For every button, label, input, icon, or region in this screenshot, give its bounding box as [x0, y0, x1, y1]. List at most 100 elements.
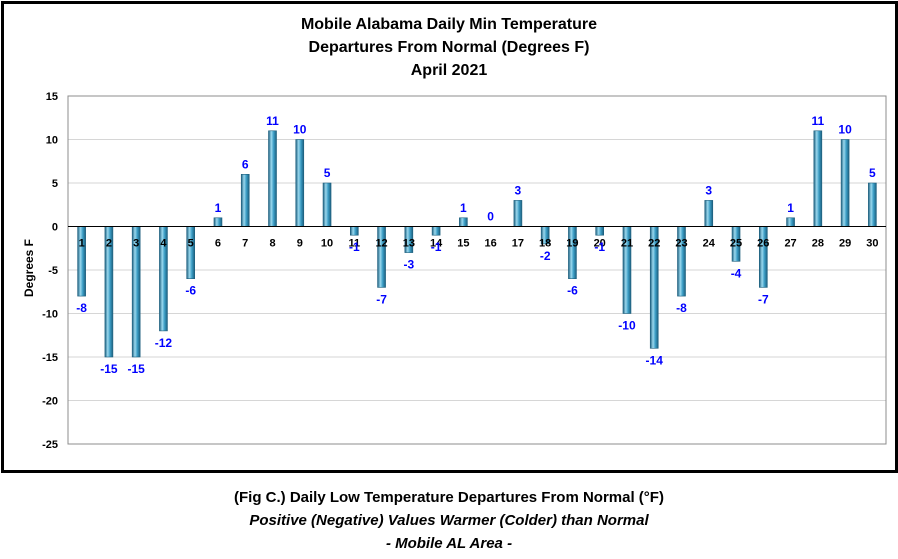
- figure-caption-note: Positive (Negative) Values Warmer (Colde…: [249, 512, 649, 529]
- data-label: -6: [185, 284, 196, 298]
- bar: [513, 200, 523, 227]
- data-label: -8: [676, 301, 687, 315]
- data-label: 3: [515, 183, 522, 197]
- chart-frame: [1, 1, 898, 473]
- y-tick-label: 15: [46, 91, 58, 103]
- data-label: -12: [155, 336, 173, 350]
- chart-title-line: Departures From Normal (Degrees F): [309, 39, 590, 56]
- bar: [840, 139, 850, 227]
- figure-caption-area: - Mobile AL Area -: [385, 535, 513, 552]
- x-tick-label: 12: [375, 238, 387, 250]
- x-tick-label: 22: [648, 238, 660, 250]
- x-tick-label: 13: [403, 238, 415, 250]
- data-label: -1: [349, 240, 360, 254]
- bar: [377, 226, 386, 288]
- data-label: -3: [403, 258, 414, 272]
- x-tick-label: 2: [106, 238, 112, 250]
- bar: [868, 182, 877, 227]
- data-label: 5: [324, 166, 331, 180]
- chart-svg: Mobile Alabama Daily Min Temperature Depa…: [22, 16, 887, 451]
- bar: [322, 182, 332, 227]
- x-tick-label: 5: [188, 238, 194, 250]
- y-tick-label: -20: [42, 396, 58, 408]
- bar: [595, 226, 605, 236]
- plot-area: [67, 95, 887, 445]
- x-tick-label: 7: [242, 238, 248, 250]
- y-axis-ticks: 15 10 5 0 -5 -10 -15 -20 -25: [42, 91, 58, 451]
- x-tick-label: 16: [485, 238, 497, 250]
- y-tick-label: -5: [48, 265, 58, 277]
- data-label: 5: [869, 166, 876, 180]
- bar: [431, 226, 441, 236]
- y-tick-label: -10: [42, 309, 58, 321]
- bar: [459, 217, 468, 227]
- data-label: 6: [242, 157, 249, 171]
- chart-title-line: April 2021: [411, 62, 488, 79]
- data-label: 1: [460, 201, 467, 215]
- bar: [786, 217, 795, 227]
- data-label: 11: [266, 114, 279, 128]
- data-label: -15: [127, 362, 145, 376]
- x-tick-label: 23: [675, 238, 687, 250]
- x-tick-label: 29: [839, 238, 851, 250]
- bar: [813, 130, 823, 227]
- data-label: 3: [705, 183, 712, 197]
- data-label: -7: [758, 292, 769, 306]
- x-tick-label: 19: [566, 238, 578, 250]
- x-tick-label: 15: [457, 238, 469, 250]
- x-axis-ticks: 1 2 3 4 5 6 7 8 9 10 11 12 13 14 15 16 17 18 19 20 21 22 23 24 2…: [79, 238, 879, 250]
- data-label: -14: [646, 353, 664, 367]
- chart-title-line: Mobile Alabama Daily Min Temperature: [301, 16, 597, 33]
- x-tick-label: 1: [79, 238, 85, 250]
- bars: [77, 130, 877, 358]
- y-axis-label: Degrees F: [22, 239, 36, 297]
- x-tick-label: 18: [539, 238, 551, 250]
- x-tick-label: 28: [812, 238, 824, 250]
- bar: [268, 130, 277, 227]
- x-tick-label: 25: [730, 238, 742, 250]
- x-tick-label: 17: [512, 238, 524, 250]
- data-label: 10: [838, 123, 852, 137]
- x-tick-label: 14: [430, 238, 443, 250]
- data-label: -2: [540, 249, 551, 263]
- y-tick-label: -15: [42, 352, 58, 364]
- bar: [213, 217, 223, 227]
- data-label: -8: [76, 301, 87, 315]
- bar: [295, 139, 305, 227]
- x-tick-label: 3: [133, 238, 139, 250]
- x-tick-label: 10: [321, 238, 333, 250]
- data-label: -1: [594, 240, 605, 254]
- x-tick-label: 11: [348, 238, 360, 250]
- x-tick-label: 9: [297, 238, 303, 250]
- data-label: -4: [731, 266, 742, 280]
- x-tick-label: 6: [215, 238, 221, 250]
- y-tick-label: -25: [42, 439, 58, 451]
- y-tick-label: 0: [52, 222, 58, 234]
- x-tick-label: 20: [594, 238, 606, 250]
- data-label: 0: [487, 210, 494, 224]
- figure-caption: (Fig C.) Daily Low Temperature Departure…: [234, 489, 664, 506]
- y-tick-label: 10: [46, 135, 58, 147]
- x-tick-label: 4: [160, 238, 167, 250]
- data-label: -15: [100, 362, 118, 376]
- data-label: 1: [787, 201, 794, 215]
- bar: [568, 226, 577, 280]
- data-label: 1: [215, 201, 222, 215]
- x-tick-label: 21: [621, 238, 633, 250]
- bar: [758, 226, 768, 288]
- data-label: -7: [376, 292, 387, 306]
- x-tick-label: 26: [757, 238, 769, 250]
- data-label: 11: [811, 114, 824, 128]
- x-tick-label: 30: [866, 238, 878, 250]
- data-label: -10: [618, 319, 636, 333]
- data-labels: -8-15 -15-12-61611105-1-7-3-1103-2-6-1-10…: [76, 114, 876, 376]
- chart-title: Mobile Alabama Daily Min Temperature Depa…: [301, 16, 597, 79]
- y-tick-label: 5: [52, 178, 58, 190]
- data-label: -6: [567, 284, 578, 298]
- bar: [186, 226, 195, 280]
- data-label: 10: [293, 123, 307, 137]
- data-label: -1: [431, 240, 442, 254]
- bar: [349, 226, 359, 236]
- bar: [704, 200, 714, 227]
- bar: [240, 174, 250, 227]
